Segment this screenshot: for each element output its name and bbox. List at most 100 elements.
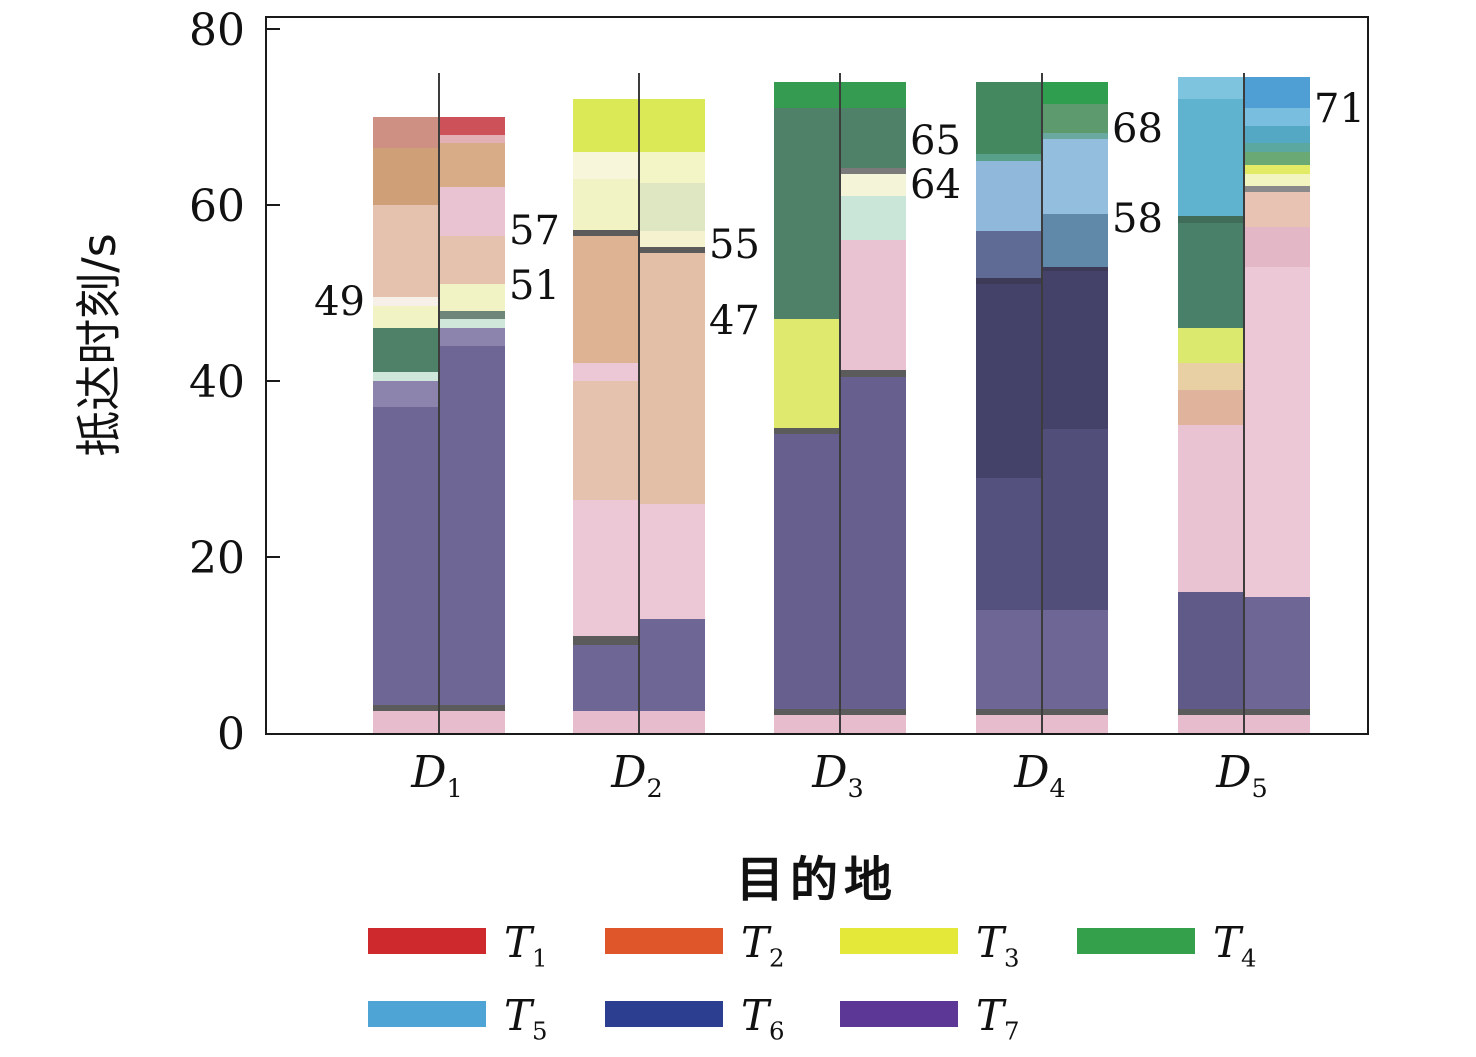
bar-segment (1042, 709, 1108, 716)
legend-label-T5: T5 (504, 994, 548, 1044)
bar-segment (1178, 328, 1244, 364)
bar-segment (373, 117, 439, 148)
bar-segment (840, 108, 906, 169)
bar-segment (976, 81, 1042, 154)
bar-segment (1178, 425, 1244, 593)
value-label-68: 68 (1112, 106, 1163, 153)
bar-segment (1042, 266, 1108, 271)
bar-segment (976, 161, 1042, 232)
bar-segment (573, 711, 639, 733)
bar-segment (1178, 592, 1244, 710)
bar-segment (840, 240, 906, 371)
bar-segment (639, 618, 705, 711)
bar-segment (439, 319, 505, 329)
bar-segment (639, 152, 705, 183)
bar-segment (1244, 266, 1310, 597)
y-tick-mark (267, 555, 280, 559)
legend-label-T7-sub: 7 (1004, 1016, 1020, 1046)
bar-segment (1244, 152, 1310, 166)
bar-segment (439, 345, 505, 705)
bar-segment (573, 178, 639, 230)
bar-segment (1178, 99, 1244, 217)
bar-segment (1244, 174, 1310, 186)
x-category-label: D5 (1216, 748, 1268, 801)
bar-segment (573, 152, 639, 179)
bar-segment (976, 709, 1042, 716)
bar-segment (1244, 143, 1310, 153)
bar-segment (1178, 709, 1244, 716)
pair-divider-line (1040, 73, 1044, 733)
legend-label-T4-main: T (1213, 918, 1242, 967)
legend-swatch-T6 (605, 1001, 723, 1027)
legend-label-T4-sub: 4 (1241, 943, 1257, 973)
bar-segment (639, 711, 705, 733)
legend-label-T5-sub: 5 (532, 1016, 548, 1046)
legend-swatch-T4 (1077, 928, 1195, 954)
bar-segment (976, 278, 1042, 285)
bar-segment (373, 381, 439, 408)
y-tick-label: 20 (189, 533, 245, 584)
y-tick-mark (267, 379, 280, 383)
bar-segment (1178, 363, 1244, 390)
bar-segment (1244, 125, 1310, 144)
legend-swatch-T5 (368, 1001, 486, 1027)
legend-label-T1-main: T (504, 918, 533, 967)
bar-segment (840, 715, 906, 733)
bar-segment (439, 187, 505, 236)
x-category-label: D3 (812, 748, 864, 801)
x-category-label: D4 (1014, 747, 1066, 801)
pair-divider-line (1242, 73, 1246, 733)
bar-segment (1042, 81, 1108, 104)
x-category-label-main: D (1014, 747, 1050, 798)
pair-divider-line (838, 73, 842, 733)
bar-segment (774, 319, 840, 428)
bar-segment (774, 709, 840, 716)
x-category-label-sub: 4 (1049, 773, 1066, 804)
bar-segment (573, 99, 639, 153)
value-label-71: 71 (1314, 86, 1365, 133)
y-tick-label: 80 (189, 5, 245, 56)
x-category-label-sub: 1 (446, 773, 463, 804)
value-label-57: 57 (509, 208, 560, 255)
bar-segment (976, 609, 1042, 710)
bar-segment (639, 99, 705, 153)
legend-label-T7: T7 (976, 991, 1020, 1044)
bar-segment (1042, 715, 1108, 733)
legend-label-T1-sub: 1 (532, 943, 548, 973)
legend-swatch-T3 (840, 928, 958, 954)
legend-label-T4: T4 (1213, 918, 1257, 971)
bar-segment (639, 504, 705, 619)
value-label-65: 65 (910, 117, 961, 164)
bar-segment (573, 645, 639, 711)
bar-segment (639, 253, 705, 505)
y-tick-label: 40 (189, 357, 245, 408)
legend-label-T6: T6 (741, 994, 785, 1044)
legend-swatch-T2 (605, 928, 723, 954)
bar-segment (573, 363, 639, 381)
x-category-label-main: D (411, 747, 447, 798)
value-label-64: 64 (910, 161, 961, 208)
bar-segment (976, 284, 1042, 478)
bar-segment (573, 636, 639, 645)
bar-segment (1244, 715, 1310, 733)
x-category-label-sub: 5 (1251, 773, 1268, 804)
bar-segment (573, 381, 639, 500)
bar-segment (1244, 77, 1310, 109)
bar-segment (1178, 389, 1244, 425)
bar-segment (840, 168, 906, 175)
bar-segment (774, 433, 840, 710)
bar-segment (976, 153, 1042, 161)
legend-swatch-T7 (840, 1001, 958, 1027)
bar-segment (976, 231, 1042, 279)
bar-segment (373, 147, 439, 205)
bar-segment (439, 134, 505, 144)
bar-segment (1042, 429, 1108, 610)
legend-label-T7-main: T (976, 991, 1005, 1040)
bar-segment (774, 427, 840, 434)
bar-segment (573, 235, 639, 364)
bar-segment (1042, 132, 1108, 139)
legend-label-T3-main: T (976, 918, 1005, 967)
bar-segment (439, 711, 505, 733)
bar-segment (774, 108, 840, 320)
